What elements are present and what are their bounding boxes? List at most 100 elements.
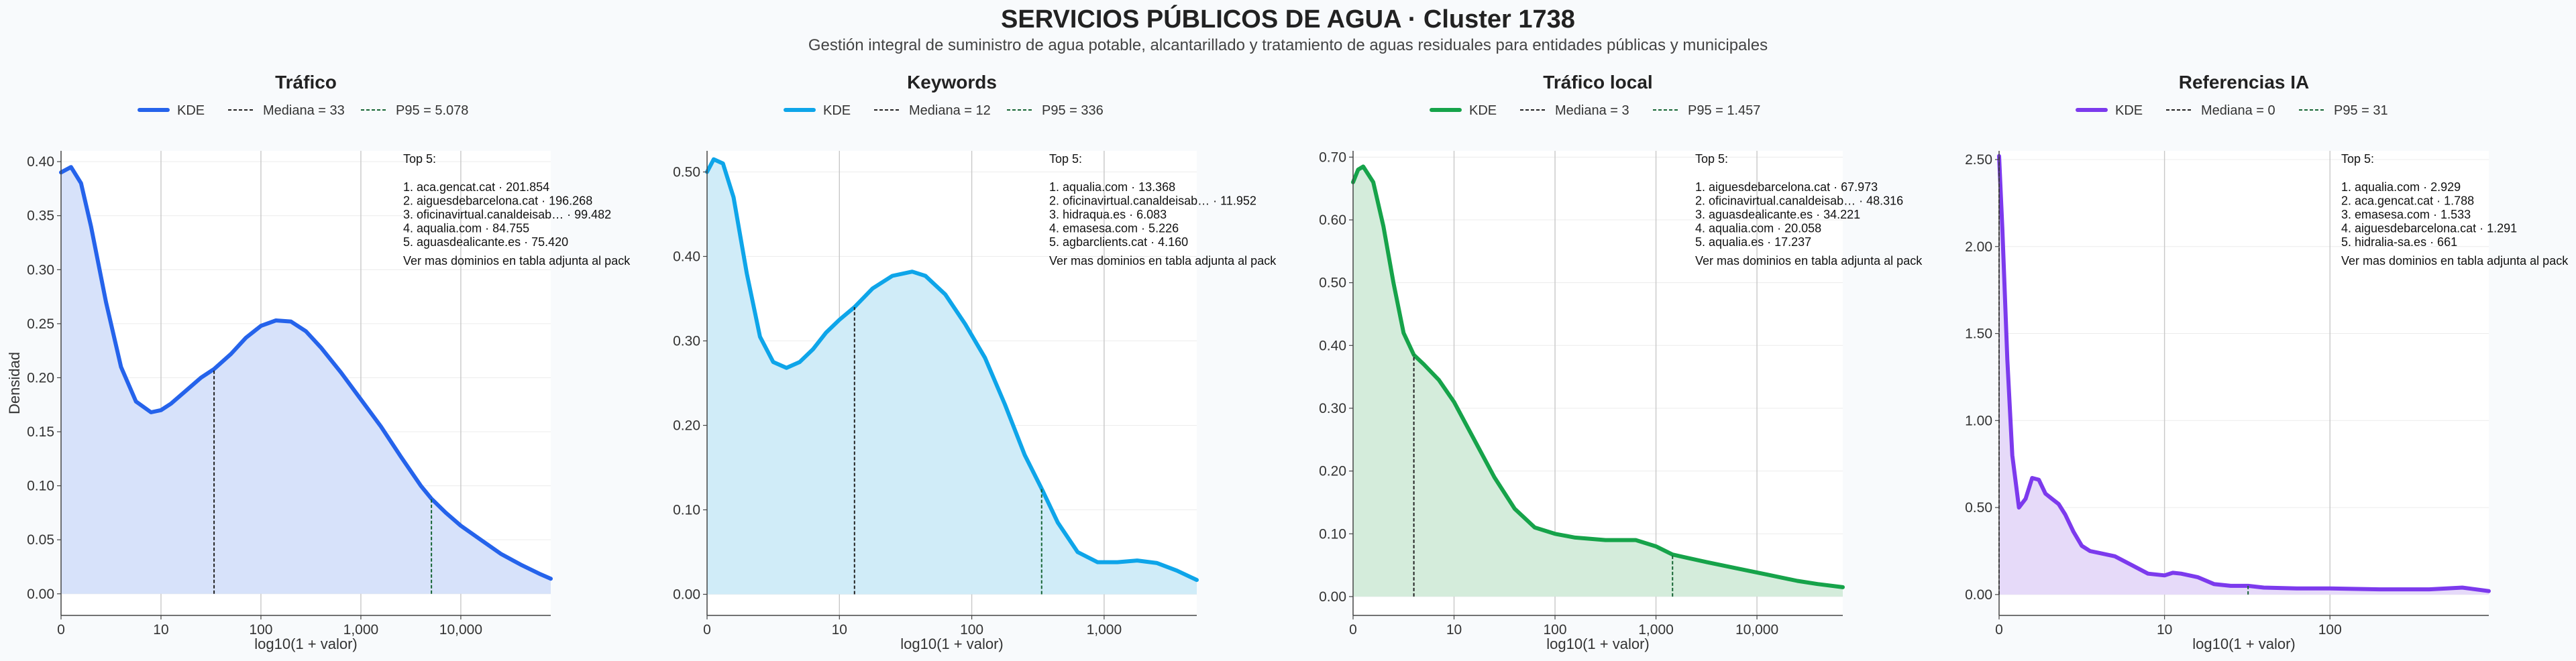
y-tick-label: 0.30 — [27, 262, 54, 278]
y-tick-label: 0.30 — [1319, 401, 1346, 416]
kde-area — [61, 167, 551, 594]
y-tick-label: 0.00 — [673, 587, 700, 603]
top5-title: Top 5: — [1049, 152, 1082, 166]
top5-item: 3. hidraqua.es · 6.083 — [1049, 208, 1167, 221]
y-tick-label: 0.20 — [27, 370, 54, 385]
legend-median-label: Mediana = 33 — [263, 103, 345, 118]
x-tick-label: 0 — [1995, 622, 2003, 638]
y-tick-label: 0.30 — [673, 334, 700, 349]
x-tick-label: 1,000 — [1638, 622, 1674, 638]
top5-item: 5. agbarclients.cat · 4.160 — [1049, 235, 1188, 249]
x-axis-label: log10(1 + valor) — [1546, 636, 1649, 652]
legend-kde-label: KDE — [177, 103, 205, 118]
kde-line — [1351, 164, 1845, 589]
y-tick-label: 0.00 — [27, 587, 54, 602]
x-axis-label: log10(1 + valor) — [254, 636, 357, 652]
top5-item: 2. aiguesdebarcelona.cat · 196.268 — [403, 194, 592, 208]
y-tick-label: 0.00 — [1965, 587, 1992, 603]
figure-title: SERVICIOS PÚBLICOS DE AGUA · Cluster 173… — [1001, 5, 1575, 34]
x-tick-label: 10,000 — [1735, 622, 1778, 638]
top5-item: 2. oficinavirtual.canaldeisab… · 11.952 — [1049, 194, 1256, 208]
top5-item: 2. oficinavirtual.canaldeisab… · 48.316 — [1695, 194, 1903, 208]
kde-line — [59, 165, 553, 581]
plot-area — [1999, 151, 2489, 615]
top5-title: Top 5: — [2341, 152, 2374, 166]
y-tick-label: 0.50 — [673, 165, 700, 180]
legend-p95-label: P95 = 1.457 — [1688, 103, 1760, 118]
y-tick-label: 1.50 — [1965, 326, 1992, 342]
top5-item: 3. oficinavirtual.canaldeisab… · 99.482 — [403, 208, 611, 221]
top5-item: 4. aiguesdebarcelona.cat · 1.291 — [2341, 222, 2517, 235]
y-tick-label: 0.50 — [1965, 500, 1992, 516]
x-tick-label: 100 — [2318, 622, 2342, 638]
panel-title: Referencias IA — [2179, 72, 2310, 93]
legend-kde-label: KDE — [1469, 103, 1497, 118]
y-tick-label: 0.05 — [27, 532, 54, 548]
panel-title: Keywords — [907, 72, 997, 93]
panel-title: Tráfico — [275, 72, 337, 93]
y-tick-label: 0.20 — [673, 418, 700, 434]
legend-kde-label: KDE — [823, 103, 851, 118]
top5-item: 1. aca.gencat.cat · 201.854 — [403, 180, 549, 194]
y-tick-label: 2.50 — [1965, 152, 1992, 168]
y-axis-label: Densidad — [6, 352, 23, 414]
top5-item: 1. aiguesdebarcelona.cat · 67.973 — [1695, 180, 1878, 194]
x-tick-label: 0 — [1349, 622, 1357, 638]
kde-area — [1999, 156, 2489, 595]
x-tick-label: 10 — [2157, 622, 2172, 638]
x-tick-label: 1,000 — [1087, 622, 1122, 638]
y-tick-label: 0.20 — [1319, 464, 1346, 479]
top5-item: 1. aqualia.com · 13.368 — [1049, 180, 1175, 194]
chart-panel: 0.00 0.05 0.10 0.15 0.20 0.25 0.30 0.35 0.40 0 10 1… — [6, 72, 631, 652]
top5-item: 4. aqualia.com · 84.755 — [403, 222, 529, 235]
top5-item: 3. aguasdealicante.es · 34.221 — [1695, 208, 1860, 221]
x-tick-label: 10 — [832, 622, 847, 638]
kde-area — [707, 159, 1197, 595]
y-tick-label: 0.40 — [673, 249, 700, 265]
y-tick-label: 0.50 — [1319, 276, 1346, 291]
top5-item: 5. hidralia-sa.es · 661 — [2341, 235, 2457, 249]
legend-median-label: Mediana = 12 — [909, 103, 991, 118]
x-axis-label: log10(1 + valor) — [2192, 636, 2295, 652]
top5-title: Top 5: — [1695, 152, 1728, 166]
top5-item: 5. aqualia.es · 17.237 — [1695, 235, 1811, 249]
figure-subtitle: Gestión integral de suministro de agua p… — [808, 36, 1768, 54]
y-tick-label: 1.00 — [1965, 413, 1992, 428]
kde-line — [1997, 154, 2491, 593]
x-tick-label: 100 — [960, 622, 983, 638]
panel-title: Tráfico local — [1543, 72, 1652, 93]
x-tick-label: 100 — [249, 622, 272, 638]
y-tick-label: 0.70 — [1319, 149, 1346, 165]
y-tick-label: 0.10 — [673, 503, 700, 518]
top5-note: Ver mas dominios en tabla adjunta al pac… — [403, 254, 631, 267]
top5-item: 4. emasesa.com · 5.226 — [1049, 222, 1179, 235]
legend-median-label: Mediana = 3 — [1555, 103, 1629, 118]
legend-kde-label: KDE — [2115, 103, 2143, 118]
chart-panel: 0.00 0.50 1.00 1.50 2.00 2.50 0 10 100 log10(1 + … — [1965, 72, 2569, 652]
legend-p95-label: P95 = 5.078 — [396, 103, 468, 118]
y-tick-label: 0.15 — [27, 424, 54, 440]
top5-item: 4. aqualia.com · 20.058 — [1695, 222, 1821, 235]
x-tick-label: 10,000 — [439, 622, 482, 638]
y-tick-label: 0.60 — [1319, 213, 1346, 228]
x-tick-label: 0 — [57, 622, 65, 638]
top5-item: 5. aguasdealicante.es · 75.420 — [403, 235, 568, 249]
kde-area — [1353, 166, 1843, 597]
x-tick-label: 0 — [703, 622, 711, 638]
top5-note: Ver mas dominios en tabla adjunta al pac… — [1695, 254, 1923, 267]
chart-panel: 0.00 0.10 0.20 0.30 0.40 0.50 0 10 100 1,000 log10… — [673, 72, 1277, 652]
y-tick-label: 0.10 — [1319, 526, 1346, 542]
y-tick-label: 0.40 — [27, 154, 54, 170]
top5-note: Ver mas dominios en tabla adjunta al pac… — [2341, 254, 2569, 267]
y-tick-label: 0.10 — [27, 479, 54, 494]
top5-note: Ver mas dominios en tabla adjunta al pac… — [1049, 254, 1277, 267]
top5-item: 3. emasesa.com · 1.533 — [2341, 208, 2471, 221]
y-tick-label: 0.40 — [1319, 338, 1346, 353]
legend-p95-label: P95 = 336 — [1042, 103, 1104, 118]
x-tick-label: 10 — [1446, 622, 1462, 638]
top5-item: 1. aqualia.com · 2.929 — [2341, 180, 2461, 194]
y-tick-label: 0.35 — [27, 208, 54, 224]
y-tick-label: 2.00 — [1965, 239, 1992, 255]
legend-p95-label: P95 = 31 — [2334, 103, 2388, 118]
